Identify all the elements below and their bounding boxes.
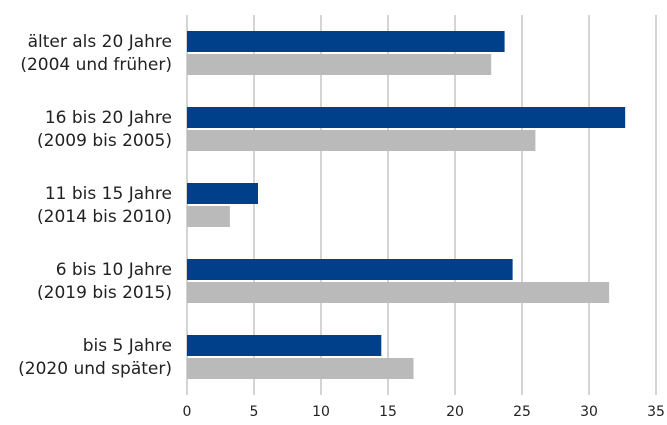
- bar: [187, 358, 414, 379]
- category-label: (2019 bis 2015): [37, 283, 172, 303]
- x-tick-label: 20: [446, 404, 464, 420]
- x-tick-label: 35: [647, 404, 665, 420]
- bar: [187, 31, 505, 52]
- x-tick-label: 25: [513, 404, 531, 420]
- category-label: 11 bis 15 Jahre: [45, 184, 172, 204]
- category-label: (2004 und früher): [20, 55, 172, 75]
- bar: [187, 282, 610, 303]
- bar: [187, 206, 230, 227]
- category-label: (2009 bis 2005): [37, 131, 172, 151]
- bar: [187, 130, 536, 151]
- x-tick-label: 0: [183, 404, 192, 420]
- bar: [187, 54, 492, 75]
- category-label: bis 5 Jahre: [83, 336, 172, 356]
- bar: [187, 107, 626, 128]
- bar: [187, 335, 382, 356]
- x-tick-label: 10: [312, 404, 330, 420]
- bar: [187, 259, 513, 280]
- bar: [187, 183, 259, 204]
- category-label: 16 bis 20 Jahre: [45, 108, 172, 128]
- category-label: (2014 bis 2010): [37, 207, 172, 227]
- x-tick-label: 15: [379, 404, 397, 420]
- category-label: älter als 20 Jahre: [28, 32, 172, 52]
- category-label: 6 bis 10 Jahre: [56, 260, 172, 280]
- x-tick-label: 5: [250, 404, 259, 420]
- x-tick-label: 30: [580, 404, 598, 420]
- category-label: (2020 und später): [18, 359, 172, 379]
